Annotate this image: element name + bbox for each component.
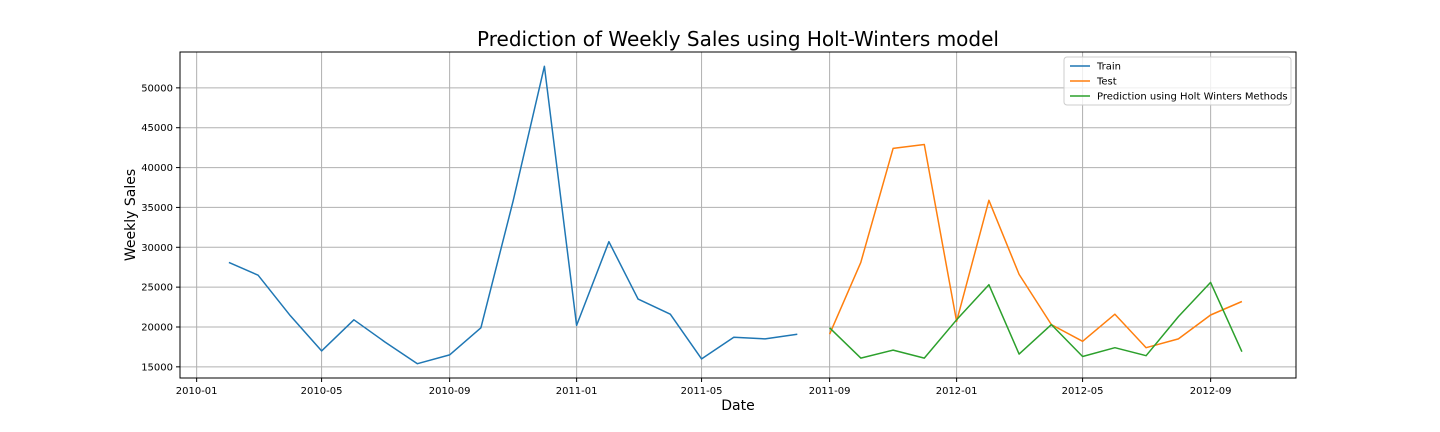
y-axis-label: Weekly Sales <box>123 169 139 261</box>
series-line-0 <box>228 65 798 365</box>
series-line-1 <box>828 143 1243 349</box>
x-tick-label: 2012-09 <box>1190 386 1232 397</box>
x-axis-label: Date <box>721 398 754 414</box>
x-axis: 2010-01 2010-05 2010-09 2011-01 2011-05 2011-… <box>176 378 1232 397</box>
series-layer <box>228 65 1243 365</box>
y-tick-label: 15000 <box>141 362 173 373</box>
x-tick-label: 2010-05 <box>301 386 343 397</box>
y-tick-label: 35000 <box>141 203 173 214</box>
plot-frame <box>179 51 1297 379</box>
legend-box <box>1063 56 1292 106</box>
y-tick-label: 30000 <box>141 243 173 254</box>
y-tick-label: 25000 <box>141 283 173 294</box>
y-tick-label: 50000 <box>141 83 173 94</box>
x-tick-label: 2012-05 <box>1062 386 1104 397</box>
x-tick-label: 2011-01 <box>556 386 598 397</box>
legend-label: Prediction using Holt Winters Methods <box>1097 92 1288 103</box>
x-tick-label: 2010-01 <box>176 386 218 397</box>
series-line-2 <box>829 281 1243 359</box>
y-tick-label: 20000 <box>141 322 173 333</box>
y-tick-label: 40000 <box>141 163 173 174</box>
x-tick-label: 2011-05 <box>681 386 723 397</box>
x-tick-label: 2010-09 <box>429 386 471 397</box>
x-tick-label: 2011-09 <box>809 386 851 397</box>
y-axis: 15000 20000 25000 30000 35000 40000 45000 50000 <box>141 83 180 373</box>
chart-title: Prediction of Weekly Sales using Holt-Wi… <box>477 27 999 51</box>
grid-lines <box>180 52 1296 378</box>
x-tick-label: 2012-01 <box>936 386 978 397</box>
legend-label: Test <box>1096 77 1117 88</box>
legend: Train Test Prediction using Holt Winters M… <box>1063 56 1292 106</box>
y-tick-label: 45000 <box>141 123 173 134</box>
legend-label: Train <box>1096 62 1121 73</box>
